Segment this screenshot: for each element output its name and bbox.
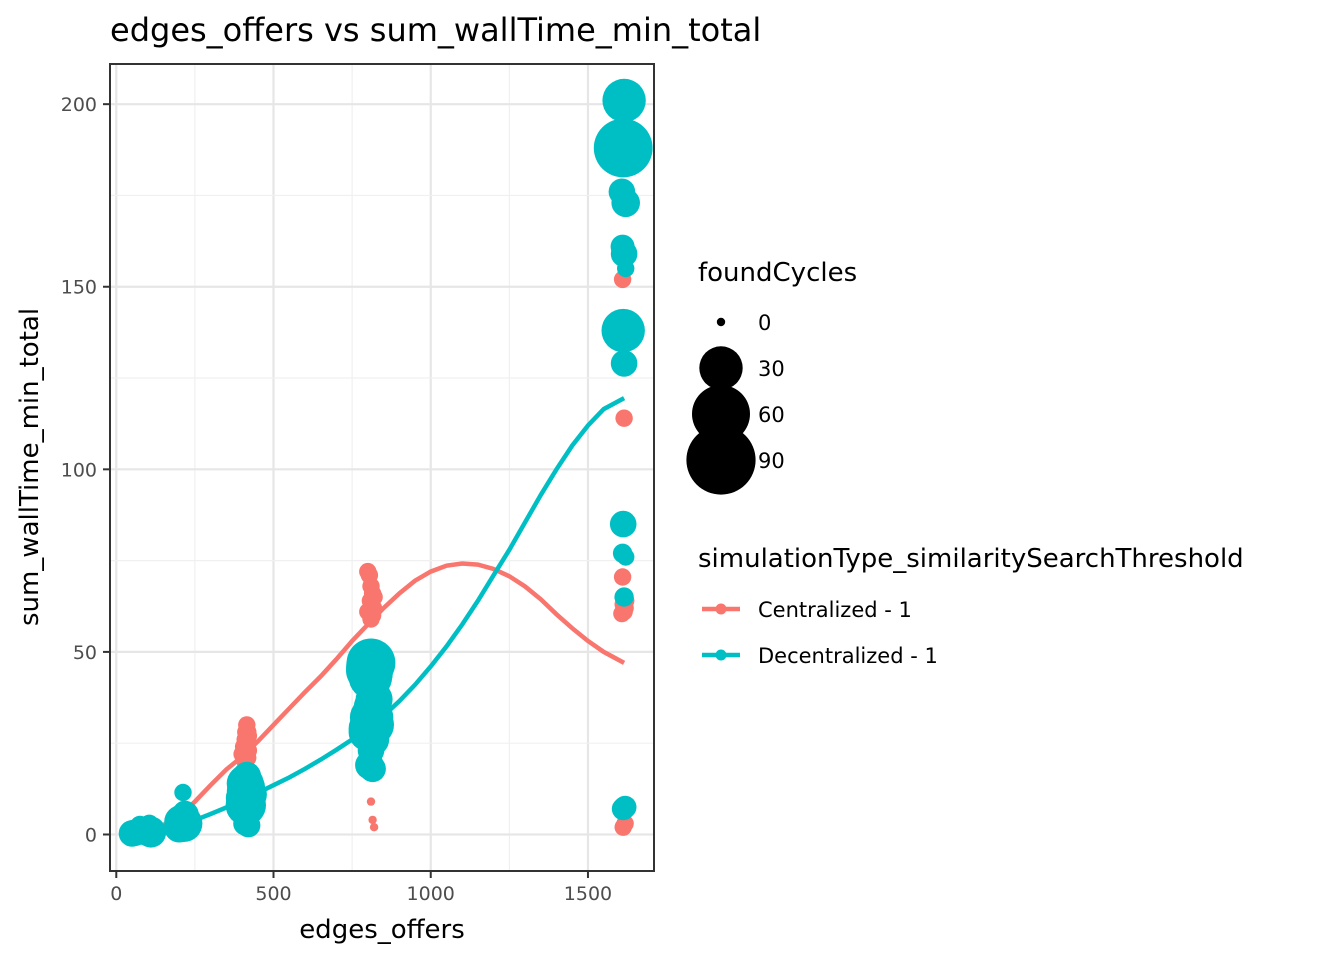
plot-panel — [109, 63, 655, 872]
data-point — [355, 680, 393, 718]
color-legend-label: Decentralized - 1 — [758, 644, 938, 668]
data-point — [593, 118, 653, 178]
size-legend: foundCycles 0 30 60 90 — [686, 258, 857, 495]
data-point — [174, 783, 192, 802]
data-point — [239, 749, 257, 767]
data-point — [366, 797, 376, 806]
color-legend-point — [715, 649, 727, 661]
size-legend-title: foundCycles — [698, 258, 857, 288]
data-point — [613, 568, 632, 586]
x-tick-label: 1000 — [407, 883, 455, 905]
data-point — [613, 118, 637, 142]
y-tick-label: 50 — [73, 642, 97, 664]
data-point — [617, 548, 635, 566]
data-point — [229, 764, 260, 795]
data-point — [611, 188, 640, 218]
y-axis-title: sum_wallTime_min_total — [15, 308, 45, 626]
color-legend-title: simulationType_similaritySearchThreshold — [698, 544, 1244, 574]
data-point — [140, 817, 165, 841]
data-point — [359, 755, 386, 783]
axis-ticks: 0 500 1000 1500 0 50 100 150 200 — [61, 94, 612, 905]
data-point — [614, 587, 634, 607]
data-point — [610, 350, 638, 377]
data-point — [368, 815, 377, 825]
color-legend-label: Centralized - 1 — [758, 598, 912, 622]
data-point — [353, 718, 390, 754]
x-axis-title: edges_offers — [299, 915, 465, 945]
size-legend-key — [716, 317, 726, 327]
data-point — [365, 588, 383, 606]
data-point — [615, 409, 633, 427]
data-point — [172, 811, 202, 840]
color-legend-point — [715, 603, 727, 615]
data-point — [236, 734, 254, 752]
data-point — [610, 240, 638, 268]
color-legend: simulationType_similaritySearchThreshold… — [698, 544, 1244, 668]
x-tick-label: 500 — [255, 883, 291, 905]
y-tick-label: 150 — [61, 277, 97, 299]
size-legend-label: 0 — [758, 311, 771, 335]
x-tick-label: 1500 — [564, 883, 612, 905]
size-legend-key — [692, 385, 750, 443]
size-legend-label: 60 — [758, 403, 785, 427]
size-legend-key — [686, 425, 756, 495]
panel-border — [109, 63, 655, 872]
data-points — [118, 78, 653, 848]
chart-title: edges_offers vs sum_wallTime_min_total — [110, 11, 761, 49]
data-point — [617, 259, 635, 278]
data-point — [362, 610, 380, 628]
size-legend-label: 30 — [758, 357, 785, 381]
y-tick-label: 200 — [61, 94, 97, 116]
size-legend-items: 0 30 60 90 — [686, 311, 785, 495]
y-tick-label: 100 — [61, 459, 97, 481]
data-point — [613, 795, 637, 819]
size-legend-key — [699, 346, 743, 390]
data-point — [601, 308, 645, 353]
data-point — [609, 510, 637, 538]
data-point — [369, 823, 379, 832]
color-legend-items: Centralized - 1 Decentralized - 1 — [702, 598, 938, 668]
x-tick-label: 0 — [110, 883, 122, 905]
data-point — [602, 78, 646, 123]
y-tick-label: 0 — [85, 824, 97, 846]
size-legend-label: 90 — [758, 449, 785, 473]
